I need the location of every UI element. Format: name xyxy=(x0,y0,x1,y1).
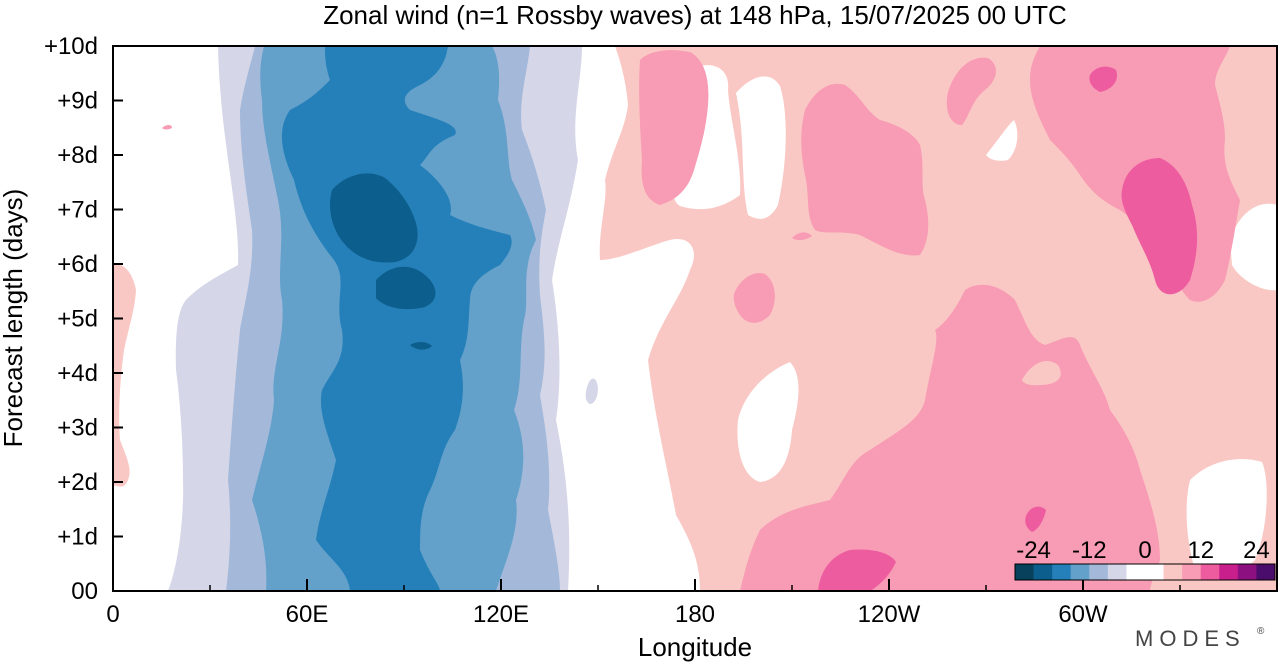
westerly-region-plus8-h xyxy=(162,125,172,130)
westerly-gap-e xyxy=(1230,203,1277,291)
weak-easterly-small-patch xyxy=(585,378,598,404)
colorbar-swatch xyxy=(1089,564,1109,580)
logo-registered-mark: ® xyxy=(1257,626,1265,637)
westerly-region-plus8-d xyxy=(639,50,709,205)
westerly-gap-d xyxy=(1186,459,1267,579)
colorbar-swatch xyxy=(1033,564,1053,580)
westerly-max-plus12-a xyxy=(1121,158,1198,295)
colorbar-swatch xyxy=(1145,564,1165,580)
y-tick-label: +6d xyxy=(57,251,98,278)
westerly-max-plus12-c xyxy=(1089,66,1118,92)
westerly-gap-c xyxy=(737,362,799,482)
y-axis: 00 +1d +2d +3d +4d +5d +6d +7d +8d +9d +10d xyxy=(44,33,123,605)
colorbar-tick-label: -12 xyxy=(1072,537,1107,564)
westerly-region-plus8-e xyxy=(733,272,775,323)
y-tick-label: 00 xyxy=(71,578,98,605)
x-axis: 0 60E 120E 180 120W 60W xyxy=(106,579,1181,628)
easterly-core-minus20-b xyxy=(376,266,436,310)
y-tick-label: +9d xyxy=(57,88,98,115)
easterly-core-minus20-a xyxy=(330,173,418,263)
colorbar-swatch xyxy=(1107,564,1127,580)
westerly-max-plus12-d xyxy=(1025,506,1046,532)
x-tick-label: 120W xyxy=(858,601,921,628)
y-tick-label: +8d xyxy=(57,142,98,169)
x-tick-label: 120E xyxy=(473,601,529,628)
westerly-region-plus8-f xyxy=(946,57,996,126)
y-tick-label: +7d xyxy=(57,197,98,224)
colorbar-swatch xyxy=(1200,564,1220,580)
westerly-region-plus4-west-edge xyxy=(113,264,136,487)
colorbar-swatch xyxy=(1237,564,1257,580)
logo-text: MODES xyxy=(1135,626,1246,651)
westerly-max-plus12-b xyxy=(818,549,896,591)
y-tick-label: +10d xyxy=(44,33,98,60)
westerly-gap-b xyxy=(736,76,786,219)
contour-fill-layer xyxy=(113,46,1277,591)
colorbar-tick-label: 12 xyxy=(1187,537,1214,564)
chart-title: Zonal wind (n=1 Rossby waves) at 148 hPa… xyxy=(323,0,1067,30)
easterly-band-minus16-b xyxy=(382,549,422,569)
colorbar-frame xyxy=(1014,563,1276,581)
modes-logo: MODES ® xyxy=(1135,626,1265,651)
colorbar-swatch xyxy=(1256,564,1276,580)
westerly-region-plus8-g xyxy=(792,232,812,241)
colorbar-swatch xyxy=(1015,564,1035,580)
x-axis-label: Longitude xyxy=(638,632,752,662)
y-axis-label: Forecast length (days) xyxy=(0,189,28,448)
westerly-region-plus8-a xyxy=(740,284,1160,591)
y-tick-label: +5d xyxy=(57,306,98,333)
westerly-region-plus8-c xyxy=(801,83,929,256)
colorbar-swatch xyxy=(1219,564,1239,580)
colorbar-legend: -24 -12 0 12 24 xyxy=(1014,537,1276,581)
easterly-core-minus20-c xyxy=(410,342,432,350)
colorbar-tick-label: 24 xyxy=(1243,537,1270,564)
y-tick-label: +3d xyxy=(57,415,98,442)
colorbar-swatch xyxy=(1163,564,1183,580)
colorbar-swatch xyxy=(1182,564,1202,580)
colorbar-swatch xyxy=(1052,564,1072,580)
colorbar-tick-label: 0 xyxy=(1138,537,1151,564)
y-tick-label: +1d xyxy=(57,524,98,551)
y-tick-label: +2d xyxy=(57,469,98,496)
colorbar-swatch xyxy=(1126,564,1146,580)
x-tick-label: 0 xyxy=(106,601,119,628)
colorbar-tick-label: -24 xyxy=(1016,537,1051,564)
x-tick-label: 60W xyxy=(1058,601,1108,628)
x-tick-label: 180 xyxy=(675,601,715,628)
x-tick-label: 60E xyxy=(286,601,329,628)
westerly-gap-plus4-inner xyxy=(1022,360,1061,386)
y-tick-label: +4d xyxy=(57,360,98,387)
easterly-band-minus16 xyxy=(281,46,512,591)
westerly-gap-f xyxy=(986,120,1018,161)
colorbar-swatch xyxy=(1070,564,1090,580)
